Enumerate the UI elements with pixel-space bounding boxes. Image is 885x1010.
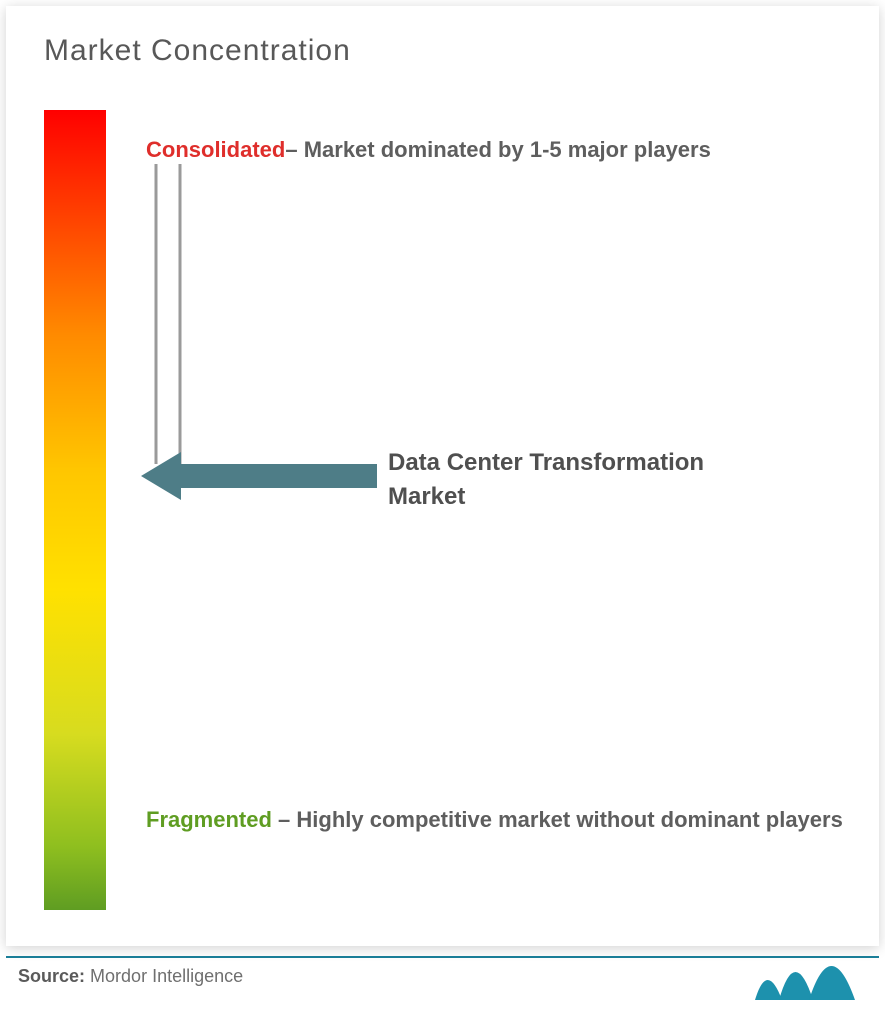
source-attribution: Source: Mordor Intelligence	[18, 966, 243, 987]
fragmented-label: Fragmented – Highly competitive market w…	[146, 794, 846, 847]
concentration-card: Market Concentration Consolidated– Marke…	[6, 6, 879, 946]
consolidated-keyword: Consolidated	[146, 137, 285, 162]
footer-divider	[6, 956, 879, 958]
range-bracket	[146, 164, 206, 464]
mordor-logo-icon	[755, 950, 865, 1000]
source-label: Source:	[18, 966, 85, 986]
market-name-label: Data Center Transformation Market	[388, 446, 748, 513]
concentration-gradient-bar	[44, 110, 106, 910]
chart-title: Market Concentration	[44, 34, 351, 68]
fragmented-text: – Highly competitive market without domi…	[272, 807, 843, 832]
fragmented-keyword: Fragmented	[146, 807, 272, 832]
consolidated-label: Consolidated– Market dominated by 1-5 ma…	[146, 124, 846, 177]
source-value: Mordor Intelligence	[90, 966, 243, 986]
consolidated-text: – Market dominated by 1-5 major players	[285, 137, 711, 162]
marker-arrow	[141, 446, 381, 506]
